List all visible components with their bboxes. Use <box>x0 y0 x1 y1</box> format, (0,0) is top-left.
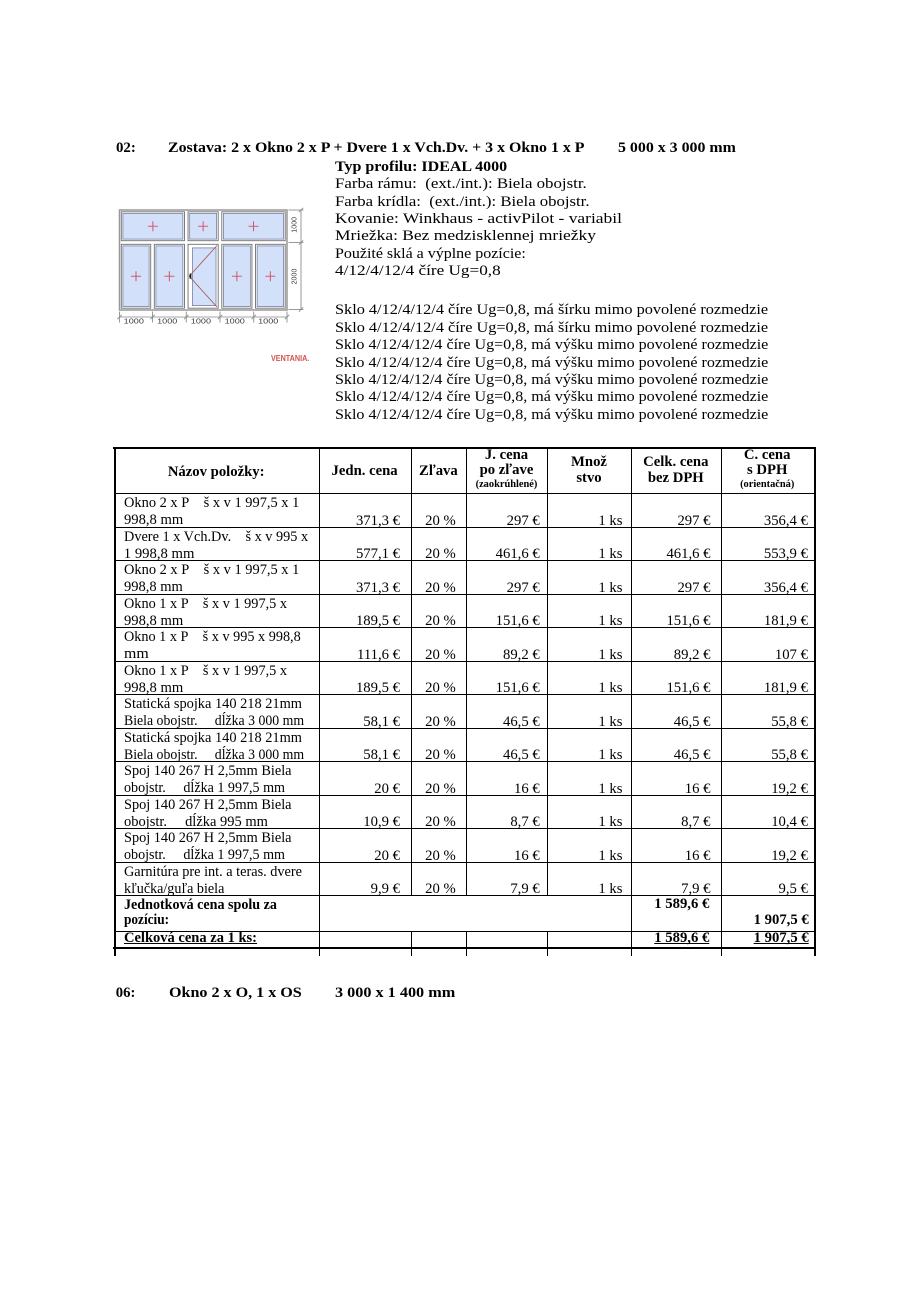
svg-text:1000: 1000 <box>191 316 211 325</box>
svg-text:1000: 1000 <box>225 316 245 325</box>
svg-text:2000: 2000 <box>289 269 298 285</box>
svg-text:1000: 1000 <box>157 316 177 325</box>
svg-text:1000: 1000 <box>289 217 298 233</box>
svg-text:1000: 1000 <box>258 316 278 325</box>
svg-text:1000: 1000 <box>124 316 144 325</box>
